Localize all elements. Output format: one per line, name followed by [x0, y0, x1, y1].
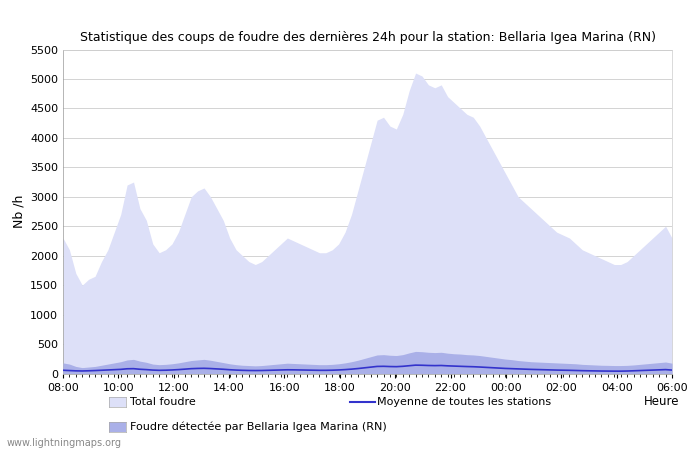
Y-axis label: Nb /h: Nb /h	[13, 195, 26, 228]
Title: Statistique des coups de foudre des dernières 24h pour la station: Bellaria Igea: Statistique des coups de foudre des dern…	[80, 31, 655, 44]
Text: www.lightningmaps.org: www.lightningmaps.org	[7, 438, 122, 448]
Text: Foudre détectée par Bellaria Igea Marina (RN): Foudre détectée par Bellaria Igea Marina…	[130, 421, 386, 432]
Text: Total foudre: Total foudre	[130, 397, 195, 407]
Text: Heure: Heure	[644, 396, 680, 408]
Text: Moyenne de toutes les stations: Moyenne de toutes les stations	[377, 397, 551, 407]
